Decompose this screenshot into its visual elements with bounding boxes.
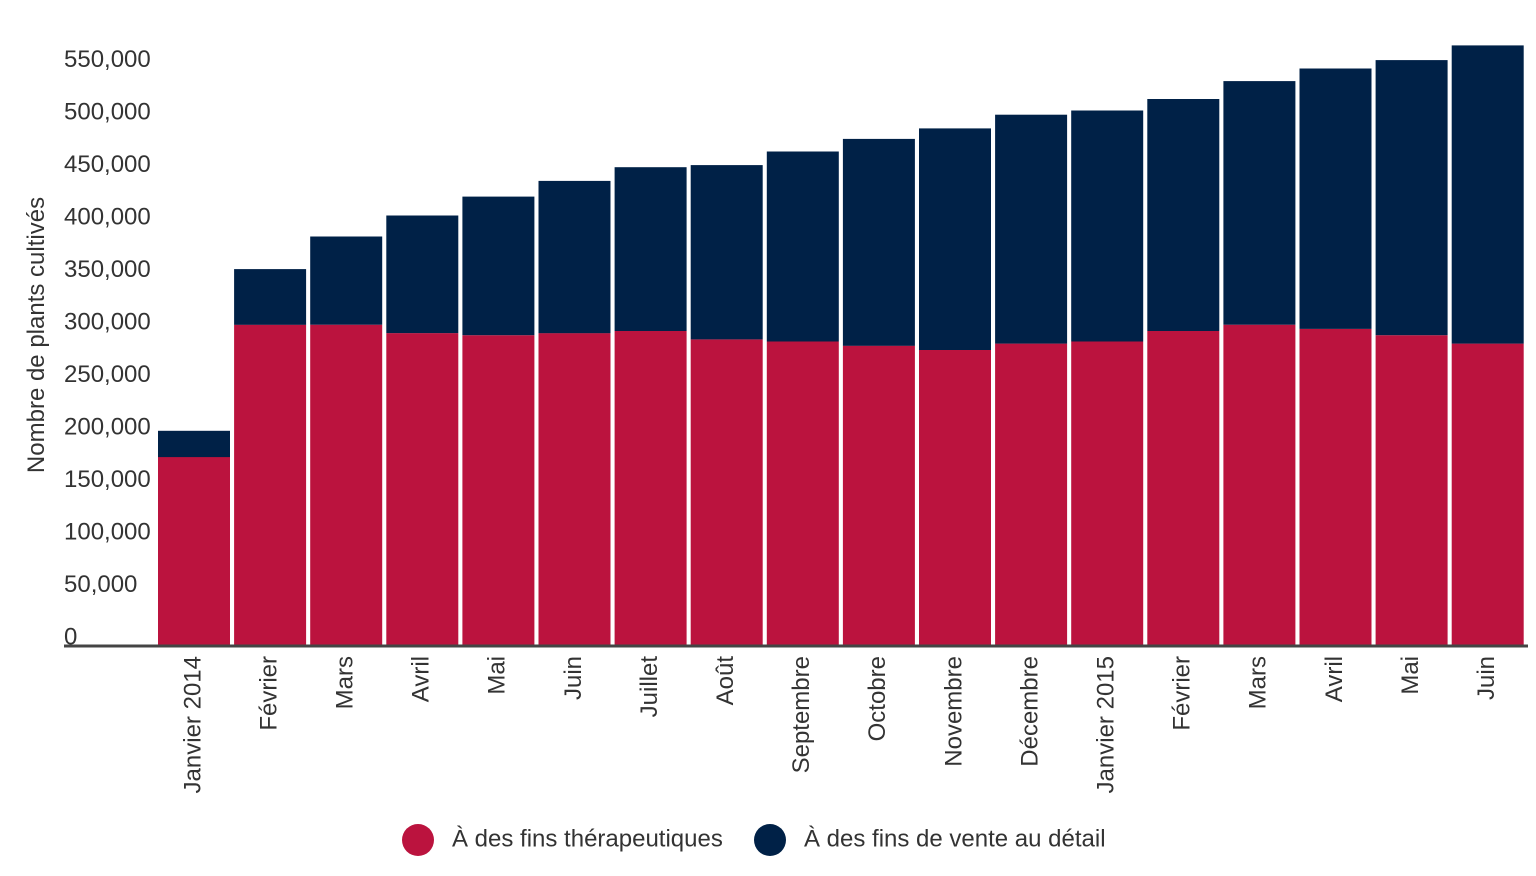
legend-item-therapeutic[interactable]: À des fins thérapeutiques xyxy=(402,824,723,856)
bar-segment-retail[interactable] xyxy=(766,151,839,342)
x-tick-label: Juillet xyxy=(636,656,663,718)
y-tick-label: 50,000 xyxy=(64,571,137,598)
bar-segment-therapeutic[interactable] xyxy=(1299,328,1372,646)
bar-segment-retail[interactable] xyxy=(1451,45,1524,344)
y-tick-label: 150,000 xyxy=(64,466,151,493)
x-tick-label: Septembre xyxy=(788,656,815,773)
bar-segment-retail[interactable] xyxy=(614,167,687,331)
y-tick-label: 400,000 xyxy=(64,203,151,230)
x-tick-label: Mars xyxy=(332,656,359,709)
bars xyxy=(158,45,1524,646)
bar-segment-retail[interactable] xyxy=(538,180,611,334)
y-tick-label: 300,000 xyxy=(64,308,151,335)
x-tick-label: Octobre xyxy=(864,656,891,741)
legend-item-retail[interactable]: À des fins de vente au détail xyxy=(754,824,1106,856)
x-tick-label: Février xyxy=(1169,656,1196,731)
bar-segment-therapeutic[interactable] xyxy=(690,339,763,646)
x-tick-label: Décembre xyxy=(1016,656,1043,767)
bar-segment-therapeutic[interactable] xyxy=(386,333,459,646)
y-tick-label: 500,000 xyxy=(64,98,151,125)
x-tick-label: Avril xyxy=(408,656,435,702)
bar-segment-retail[interactable] xyxy=(1375,60,1448,336)
bar-segment-therapeutic[interactable] xyxy=(919,349,991,646)
y-tick-label: 350,000 xyxy=(64,256,151,283)
bar-segment-therapeutic[interactable] xyxy=(462,335,535,646)
bar-segment-retail[interactable] xyxy=(690,165,763,340)
bar-segment-therapeutic[interactable] xyxy=(995,343,1068,646)
x-tick-label: Mai xyxy=(484,656,511,695)
y-tick-label: 200,000 xyxy=(64,413,151,440)
y-tick-label: 450,000 xyxy=(64,151,151,178)
bar-segment-therapeutic[interactable] xyxy=(766,341,839,647)
legend-label: À des fins de vente au détail xyxy=(804,825,1106,852)
x-axis-ticks: Janvier 2014 Février Mars Avril Mai Juin Juill… xyxy=(179,656,1500,794)
x-tick-label: Février xyxy=(255,656,282,731)
x-tick-label: Juin xyxy=(560,656,587,700)
x-tick-label: Mars xyxy=(1245,656,1272,709)
x-tick-label: Juin xyxy=(1473,656,1500,700)
bar-segment-therapeutic[interactable] xyxy=(614,331,687,646)
legend: À des fins thérapeutiques À des fins de v… xyxy=(402,824,1106,856)
bar-segment-therapeutic[interactable] xyxy=(310,324,383,646)
bar-segment-therapeutic[interactable] xyxy=(1071,341,1144,647)
y-tick-label: 250,000 xyxy=(64,361,151,388)
bar-segment-therapeutic[interactable] xyxy=(1451,343,1524,646)
x-tick-label: Janvier 2014 xyxy=(179,656,206,793)
legend-label: À des fins thérapeutiques xyxy=(452,825,723,852)
y-tick-label: 0 xyxy=(64,623,77,650)
bar-segment-therapeutic[interactable] xyxy=(1375,335,1448,646)
y-axis-ticks: 0 50,000 100,000 150,000 200,000 250,000 300,0… xyxy=(64,46,151,651)
bar-segment-retail[interactable] xyxy=(310,236,383,325)
y-tick-label: 100,000 xyxy=(64,518,151,545)
x-tick-label: Mai xyxy=(1397,656,1424,695)
bar-segment-retail[interactable] xyxy=(462,196,535,336)
bar-segment-therapeutic[interactable] xyxy=(842,345,915,646)
bar-segment-therapeutic[interactable] xyxy=(1223,324,1296,646)
bar-segment-retail[interactable] xyxy=(995,114,1068,344)
bar-segment-retail[interactable] xyxy=(158,430,230,458)
bar-segment-retail[interactable] xyxy=(1299,68,1372,329)
x-tick-label: Janvier 2015 xyxy=(1093,656,1120,793)
bar-segment-therapeutic[interactable] xyxy=(538,333,611,646)
bar-segment-therapeutic[interactable] xyxy=(1147,331,1220,646)
legend-swatch xyxy=(754,824,786,856)
bar-segment-retail[interactable] xyxy=(1147,99,1220,331)
bar-segment-therapeutic[interactable] xyxy=(234,324,307,646)
bar-segment-retail[interactable] xyxy=(842,138,915,346)
bar-segment-therapeutic[interactable] xyxy=(158,457,230,646)
x-tick-label: Avril xyxy=(1321,656,1348,702)
legend-swatch xyxy=(402,824,434,856)
y-axis-title: Nombre de plants cultivés xyxy=(23,197,50,473)
y-tick-label: 550,000 xyxy=(64,46,151,73)
x-tick-label: Août xyxy=(712,656,739,706)
bar-segment-retail[interactable] xyxy=(1223,81,1296,325)
x-tick-label: Novembre xyxy=(940,656,967,767)
bar-segment-retail[interactable] xyxy=(919,128,991,350)
bar-segment-retail[interactable] xyxy=(1071,110,1144,342)
bar-segment-retail[interactable] xyxy=(234,269,307,325)
bar-segment-retail[interactable] xyxy=(386,215,459,334)
